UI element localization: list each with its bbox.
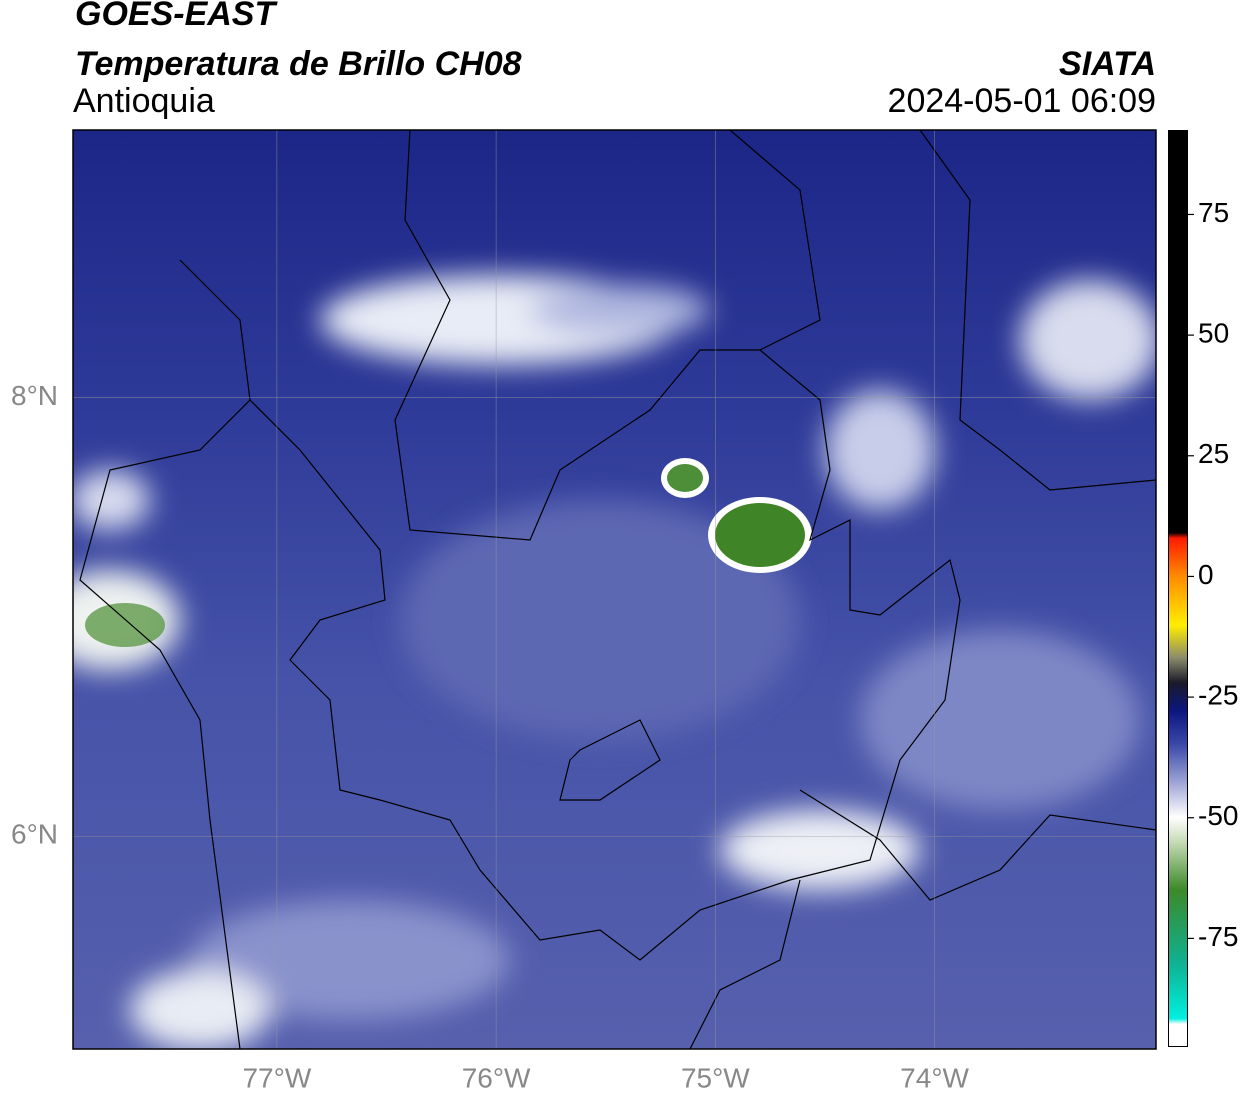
- colorbar-tick-label: -25: [1198, 679, 1238, 710]
- colorbar-tick-label: 50: [1198, 318, 1229, 349]
- title: GOES-EAST: [75, 0, 278, 33]
- x-tick-label: 76°W: [462, 1062, 531, 1093]
- region: Antioquia: [73, 82, 215, 120]
- colorbar: [1168, 130, 1188, 1047]
- x-tick-label: 77°W: [242, 1062, 311, 1093]
- colorbar-tick-label: 25: [1198, 438, 1229, 469]
- subtitle: Temperatura de Brillo CH08: [75, 45, 522, 83]
- colorbar-tick-label: -75: [1198, 921, 1238, 952]
- graticule: [73, 130, 1156, 1049]
- colorbar-tick-label: 0: [1198, 559, 1214, 590]
- datetime: 2024-05-01 06:09: [888, 82, 1156, 120]
- satellite-image: [73, 130, 1156, 1049]
- y-tick-label: 6°N: [11, 819, 58, 850]
- map-frame: [72, 129, 1157, 1050]
- x-tick-label: 75°W: [681, 1062, 750, 1093]
- colorbar-tick-label: 75: [1198, 197, 1229, 228]
- y-tick-label: 8°N: [11, 380, 58, 411]
- x-tick-label: 74°W: [900, 1062, 969, 1093]
- colorbar-tick-label: -50: [1198, 800, 1238, 831]
- source: SIATA: [1059, 45, 1156, 83]
